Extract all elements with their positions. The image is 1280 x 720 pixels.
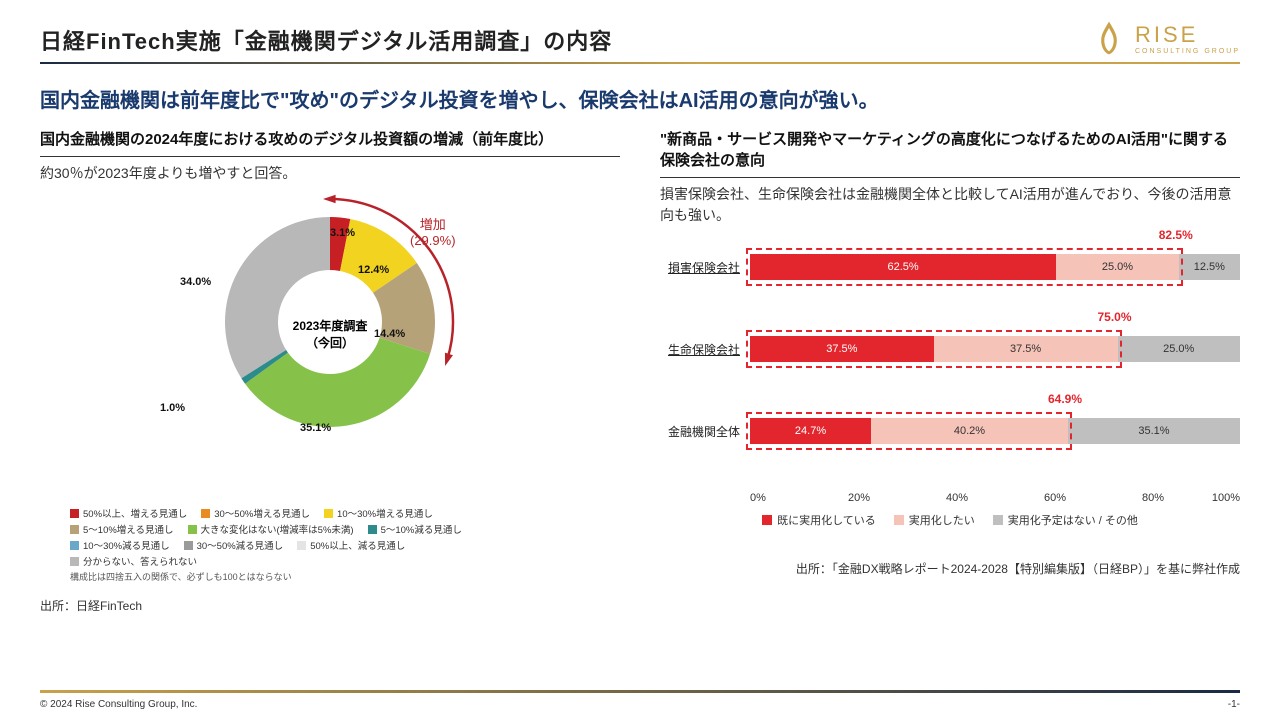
bar-row: 損害保険会社62.5%25.0%12.5%82.5% <box>660 246 1240 288</box>
legend-item: 50%以上、減る見通し <box>297 538 405 552</box>
logo-mark-icon <box>1093 20 1125 56</box>
legend-item: 大きな変化はない(増減率は5%未満) <box>188 522 354 536</box>
left-column: 国内金融機関の2024年度における攻めのデジタル投資額の増減（前年度比） 約30… <box>40 121 620 614</box>
slice-value: 34.0% <box>180 276 211 288</box>
highlight-value: 75.0% <box>1098 310 1132 324</box>
bar-segment: 37.5% <box>934 336 1118 362</box>
bar-track: 62.5%25.0%12.5%82.5% <box>750 254 1240 280</box>
bar-segment: 62.5% <box>750 254 1056 280</box>
increase-callout: 増加 (29.9%) <box>410 217 456 248</box>
x-tick: 40% <box>946 492 1044 504</box>
legend-item: 10～30%減る見通し <box>70 538 170 552</box>
bar-segment: 35.1% <box>1068 418 1240 444</box>
legend-swatch <box>188 525 197 534</box>
x-tick: 100% <box>1212 492 1240 504</box>
divider <box>660 177 1240 178</box>
bar-legend: 既に実用化している 実用化したい 実用化予定はない / その他 <box>660 512 1240 528</box>
bar-row: 生命保険会社37.5%37.5%25.0%75.0% <box>660 328 1240 370</box>
highlight-value: 64.9% <box>1048 392 1082 406</box>
divider <box>40 156 620 157</box>
legend-item: 50%以上、増える見通し <box>70 506 187 520</box>
logo-text: RISE <box>1135 22 1240 48</box>
x-tick: 0% <box>750 492 848 504</box>
bar-category-label: 生命保険会社 <box>660 341 750 358</box>
footer-line <box>40 690 1240 693</box>
legend-note: 構成比は四捨五入の関係で、必ずしも100とはならない <box>70 570 620 583</box>
highlight-value: 82.5% <box>1159 228 1193 242</box>
bar-track: 24.7%40.2%35.1%64.9% <box>750 418 1240 444</box>
legend-swatch <box>70 557 79 566</box>
slice-value: 3.1% <box>330 227 355 239</box>
legend-item: 5～10%増える見通し <box>70 522 174 536</box>
donut-center-label: 2023年度調査 （今回） <box>293 317 368 351</box>
right-source: 出所：「金融DX戦略レポート2024-2028【特別編集版】（日経BP）」を基に… <box>660 560 1240 577</box>
legend-swatch <box>70 525 79 534</box>
slice-value: 1.0% <box>160 402 185 414</box>
bar-segment: 24.7% <box>750 418 871 444</box>
bar-segment: 25.0% <box>1118 336 1241 362</box>
arrowhead-icon <box>323 195 336 203</box>
right-heading: "新商品・サービス開発やマーケティングの高度化につなげるためのAI活用"に関する… <box>660 129 1240 171</box>
x-tick: 20% <box>848 492 946 504</box>
x-tick: 60% <box>1044 492 1142 504</box>
donut-slice <box>225 217 330 378</box>
slice-value: 35.1% <box>300 422 331 434</box>
donut-legend: 50%以上、増える見通し 30～50%増える見通し 10～30%増える見通し 5～10… <box>40 502 620 583</box>
legend-swatch <box>201 509 210 518</box>
bar-row: 金融機関全体24.7%40.2%35.1%64.9% <box>660 410 1240 452</box>
logo-subtext: CONSULTING GROUP <box>1135 48 1240 55</box>
bar-segment: 12.5% <box>1179 254 1240 280</box>
bar-category-label: 損害保険会社 <box>660 259 750 276</box>
bar-segment: 25.0% <box>1056 254 1179 280</box>
legend-item: 5～10%減る見通し <box>368 522 462 536</box>
right-desc: 損害保険会社、生命保険会社は金融機関全体と比較してAI活用が進んでおり、今後の活… <box>660 184 1240 226</box>
legend-swatch <box>184 541 193 550</box>
left-desc: 約30％が2023年度よりも増やすと回答。 <box>40 163 620 184</box>
legend-item: 実用化予定はない / その他 <box>993 512 1138 528</box>
page-number: -1- <box>1228 699 1240 710</box>
legend-swatch <box>368 525 377 534</box>
legend-swatch <box>894 515 904 525</box>
x-axis: 0%20%40%60%80%100% <box>750 492 1240 504</box>
legend-item: 実用化したい <box>894 512 975 528</box>
legend-swatch <box>297 541 306 550</box>
content-row: 国内金融機関の2024年度における攻めのデジタル投資額の増減（前年度比） 約30… <box>0 121 1280 614</box>
legend-item: 10～30%増える見通し <box>324 506 433 520</box>
slide-header: 日経FinTech実施「金融機関デジタル活用調査」の内容 RISE CONSUL… <box>0 0 1280 70</box>
legend-item: 30～50%減る見通し <box>184 538 284 552</box>
brand-logo: RISE CONSULTING GROUP <box>1093 20 1240 56</box>
slice-value: 14.4% <box>374 328 405 340</box>
bar-segment: 37.5% <box>750 336 934 362</box>
right-column: "新商品・サービス開発やマーケティングの高度化につなげるためのAI活用"に関する… <box>660 121 1240 614</box>
donut-chart: 2023年度調査 （今回） 増加 (29.9%) 3.1% 12.4% 14.4% 3… <box>40 192 620 502</box>
bar-chart: 損害保険会社62.5%25.0%12.5%82.5%生命保険会社37.5%37.… <box>660 246 1240 546</box>
footer: © 2024 Rise Consulting Group, Inc. -1- <box>0 690 1280 720</box>
bar-category-label: 金融機関全体 <box>660 423 750 440</box>
bar-segment: 40.2% <box>871 418 1068 444</box>
page-title: 日経FinTech実施「金融機関デジタル活用調査」の内容 <box>40 24 1240 56</box>
subtitle: 国内金融機関は前年度比で"攻め"のデジタル投資を増やし、保険会社はAI活用の意向… <box>0 70 1280 121</box>
title-underline <box>40 62 1240 64</box>
legend-swatch <box>993 515 1003 525</box>
left-heading: 国内金融機関の2024年度における攻めのデジタル投資額の増減（前年度比） <box>40 129 620 150</box>
arrowhead-icon <box>445 353 453 366</box>
legend-swatch <box>70 509 79 518</box>
bar-track: 37.5%37.5%25.0%75.0% <box>750 336 1240 362</box>
legend-item: 30～50%増える見通し <box>201 506 310 520</box>
legend-swatch <box>762 515 772 525</box>
legend-swatch <box>70 541 79 550</box>
slice-value: 12.4% <box>358 264 389 276</box>
left-source: 出所：日経FinTech <box>40 597 620 614</box>
legend-item: 分からない、答えられない <box>70 554 197 568</box>
legend-swatch <box>324 509 333 518</box>
copyright: © 2024 Rise Consulting Group, Inc. <box>40 699 197 710</box>
legend-item: 既に実用化している <box>762 512 876 528</box>
